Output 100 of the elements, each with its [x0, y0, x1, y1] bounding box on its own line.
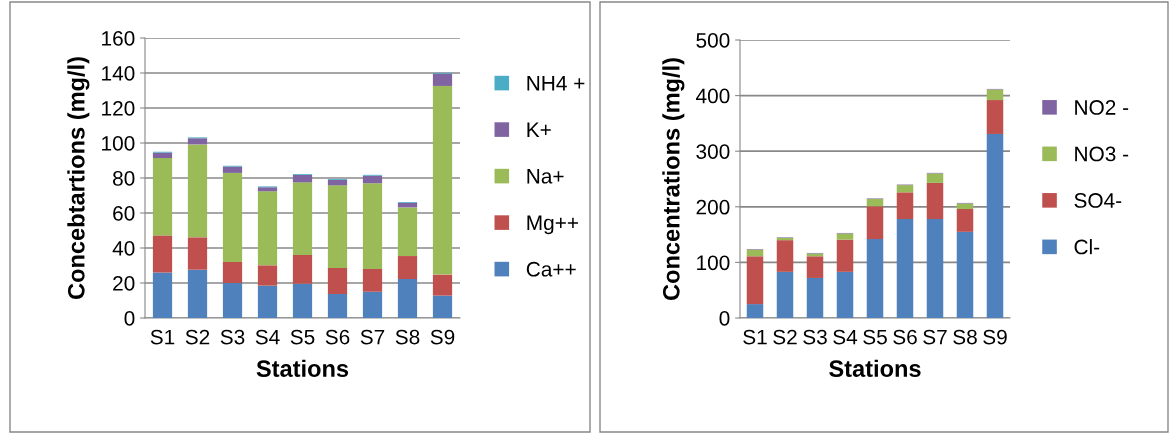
legend-label: Cl-: [1074, 239, 1100, 255]
x-tick-label: S6: [325, 329, 350, 345]
bar: [397, 207, 418, 257]
bar: [187, 269, 208, 318]
x-tick-label: S9: [983, 329, 1007, 345]
bar: [362, 269, 383, 292]
bar: [362, 183, 383, 269]
bar: [956, 209, 974, 232]
bar: [746, 304, 764, 318]
bar: [292, 283, 313, 318]
x-tick-label: S7: [923, 329, 947, 345]
y-tick-label: 160: [102, 31, 135, 46]
y-tick-label: 0: [719, 311, 730, 326]
x-tick-label: S6: [893, 329, 917, 345]
bar: [397, 278, 418, 318]
bar: [896, 219, 914, 318]
y-tick-label: 140: [102, 66, 135, 81]
legend-label: Na+: [527, 169, 564, 184]
bar: [327, 267, 348, 295]
bar: [986, 89, 1004, 101]
x-tick-label: S1: [150, 329, 175, 345]
x-tick-label: S5: [290, 329, 315, 345]
bar: [746, 249, 764, 257]
bar: [327, 185, 348, 268]
bar: [292, 182, 313, 255]
bar: [806, 277, 824, 318]
bar: [432, 85, 453, 275]
bar: [956, 231, 974, 318]
bar: [327, 179, 348, 186]
y-tick-label: 400: [696, 88, 730, 104]
x-tick-label: S5: [863, 329, 887, 345]
bar: [896, 192, 914, 220]
bar: [866, 239, 884, 318]
bar: [397, 256, 418, 279]
bar: [257, 265, 278, 286]
bar: [152, 235, 173, 273]
bar: [222, 166, 243, 173]
bar: [257, 187, 278, 192]
bar: [926, 182, 944, 220]
x-tick-label: S3: [803, 329, 827, 345]
x-axis-title: Stations: [256, 359, 349, 377]
x-tick-label: S8: [953, 329, 977, 345]
bar: [432, 73, 453, 86]
bar: [292, 255, 313, 284]
bar: [362, 175, 383, 184]
x-tick-label: S8: [395, 329, 420, 345]
y-tick-label: 20: [113, 276, 135, 291]
x-tick-label: S2: [773, 329, 797, 345]
bar: [222, 262, 243, 283]
y-tick-label: 80: [113, 171, 135, 186]
x-tick-label: S9: [430, 329, 455, 345]
legend-label: SO4-: [1074, 193, 1122, 208]
x-tick-label: S7: [360, 329, 385, 345]
bar: [362, 291, 383, 318]
legend-label: NO2 -: [1075, 100, 1129, 115]
x-tick-label: S4: [255, 329, 280, 345]
y-axis-title: Concentrations (mg/l): [662, 58, 685, 301]
y-tick-label: 500: [696, 33, 730, 48]
legend-label: Ca++: [526, 261, 576, 277]
y-tick-label: 40: [112, 241, 135, 256]
bar: [776, 271, 794, 318]
y-tick-label: 120: [102, 101, 135, 116]
bar: [746, 256, 764, 305]
bar: [397, 203, 418, 208]
bar: [866, 206, 884, 240]
bar: [222, 172, 243, 262]
y-axis-title: Concebtartions (mg/l): [67, 57, 90, 300]
bar: [926, 173, 944, 183]
bar: [257, 191, 278, 266]
y-tick-label: 0: [124, 311, 135, 326]
bar: [896, 185, 914, 193]
x-tick-label: S4: [833, 329, 858, 345]
bar: [152, 152, 173, 159]
x-tick-label: S3: [220, 329, 245, 345]
legend-label: NO3 -: [1075, 146, 1129, 162]
legend-label: K+: [527, 122, 551, 137]
bar: [187, 237, 208, 270]
bar: [926, 219, 944, 318]
y-tick-label: 200: [696, 199, 730, 215]
bar: [152, 272, 173, 318]
x-tick-label: S2: [185, 329, 210, 345]
bar: [986, 100, 1004, 134]
bar: [432, 295, 453, 318]
x-axis-title: Stations: [829, 359, 921, 377]
bar: [432, 274, 453, 296]
bar: [806, 256, 824, 278]
legend-label: NH4 +: [527, 76, 585, 91]
bar: [866, 199, 884, 207]
bar: [836, 239, 854, 272]
legend-label: Mg++: [527, 215, 578, 235]
bar: [836, 271, 854, 318]
bar: [187, 138, 208, 145]
bar: [257, 285, 278, 318]
y-tick-label: 300: [696, 144, 730, 159]
bar: [836, 233, 854, 240]
y-tick-label: 100: [697, 255, 730, 271]
bar: [327, 294, 348, 318]
bar: [956, 203, 974, 210]
y-tick-label: 60: [113, 206, 135, 221]
bar: [776, 240, 794, 272]
